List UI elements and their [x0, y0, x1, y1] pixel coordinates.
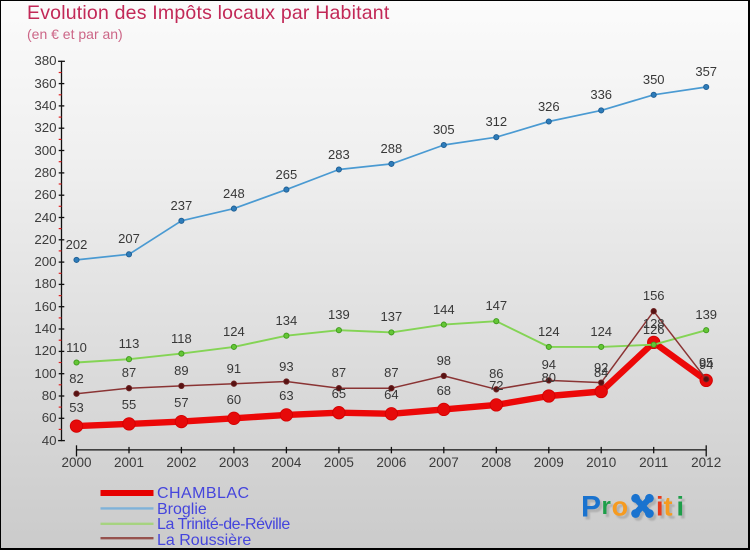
svg-text:P: P: [581, 491, 601, 524]
svg-text:o: o: [612, 492, 629, 522]
svg-text:o: o: [614, 495, 631, 525]
svg-text:r: r: [602, 493, 611, 520]
svg-text:i: i: [659, 495, 667, 525]
svg-text:i: i: [677, 492, 685, 522]
svg-text:t: t: [664, 492, 673, 522]
svg-text:i: i: [656, 492, 664, 522]
svg-text:i: i: [679, 495, 687, 525]
svg-text:t: t: [666, 495, 675, 525]
svg-text:r: r: [604, 496, 613, 523]
svg-text:P: P: [584, 494, 604, 527]
